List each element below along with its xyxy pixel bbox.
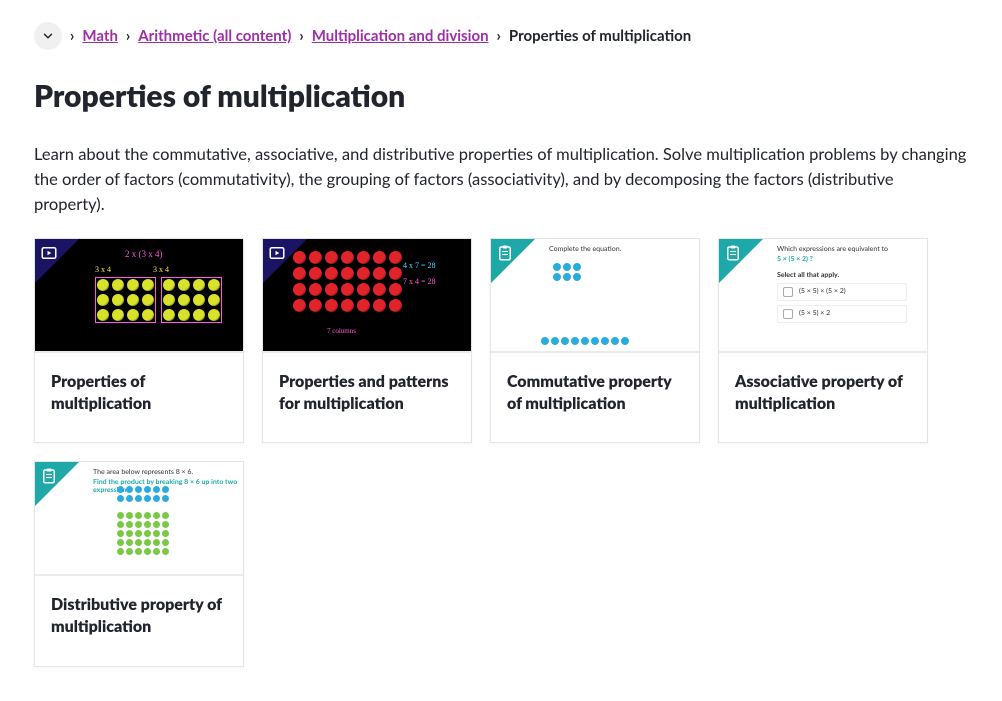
lesson-card-3[interactable]: Which expressions are equivalent to5 × (…	[718, 238, 928, 443]
clipboard-icon	[40, 467, 58, 485]
breadcrumb-toggle[interactable]	[34, 22, 62, 50]
card-title: Distributive property of multiplication	[35, 576, 243, 665]
card-thumbnail: 2 x (3 x 4)3 x 43 x 4	[35, 239, 243, 353]
play-icon	[268, 244, 286, 262]
breadcrumb-separator: ›	[299, 27, 303, 45]
exercise-icon	[496, 244, 514, 262]
lesson-card-1[interactable]: 4 x 7 = 287 x 4 = 287 columns Properties…	[262, 238, 472, 443]
exercise-icon	[724, 244, 742, 262]
breadcrumb-separator: ›	[497, 27, 501, 45]
breadcrumb-separator: ›	[70, 27, 74, 45]
card-title: Properties of multiplication	[35, 353, 243, 442]
lesson-card-2[interactable]: Complete the equation. Commutative prope…	[490, 238, 700, 443]
play-icon	[40, 244, 58, 262]
card-grid: 2 x (3 x 4)3 x 43 x 4 Properties of mult…	[34, 238, 968, 666]
video-icon	[268, 244, 286, 262]
breadcrumb-separator: ›	[126, 27, 130, 45]
card-title: Associative property of multiplication	[719, 353, 927, 442]
card-thumbnail: Which expressions are equivalent to5 × (…	[719, 239, 927, 353]
breadcrumb-link-arithmetic[interactable]: Arithmetic (all content)	[138, 27, 291, 45]
card-title: Properties and patterns for multiplicati…	[263, 353, 471, 442]
clipboard-icon	[724, 244, 742, 262]
card-thumbnail: The area below represents 8 × 6.Find the…	[35, 462, 243, 576]
page-title: Properties of multiplication	[34, 78, 968, 114]
lesson-card-0[interactable]: 2 x (3 x 4)3 x 43 x 4 Properties of mult…	[34, 238, 244, 443]
breadcrumb: › Math › Arithmetic (all content) › Mult…	[34, 22, 968, 50]
breadcrumb-link-multiplication-division[interactable]: Multiplication and division	[312, 27, 489, 45]
clipboard-icon	[496, 244, 514, 262]
breadcrumb-link-math[interactable]: Math	[82, 27, 118, 45]
video-icon	[40, 244, 58, 262]
card-thumbnail: 4 x 7 = 287 x 4 = 287 columns	[263, 239, 471, 353]
lesson-card-4[interactable]: The area below represents 8 × 6.Find the…	[34, 461, 244, 666]
card-title: Commutative property of multiplication	[491, 353, 699, 442]
breadcrumb-current: Properties of multiplication	[509, 27, 691, 45]
page-description: Learn about the commutative, associative…	[34, 142, 968, 216]
chevron-down-icon	[41, 29, 55, 43]
card-thumbnail: Complete the equation.	[491, 239, 699, 353]
exercise-icon	[40, 467, 58, 485]
